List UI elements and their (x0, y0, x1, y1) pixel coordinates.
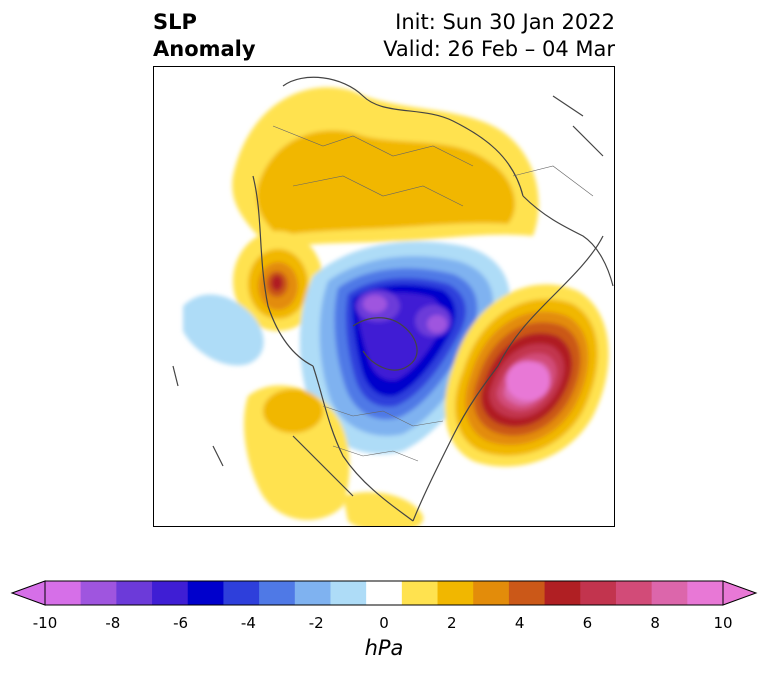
colorbar-segment (187, 581, 224, 605)
colorbar-tick-label: 8 (650, 614, 660, 632)
colorbar-tick-label: -2 (308, 614, 324, 632)
colorbar-extend-high (722, 580, 758, 606)
atlantic-low (183, 294, 264, 366)
colorbar-tick-label: -8 (105, 614, 121, 632)
colorbar-tick-label: -6 (173, 614, 189, 632)
borders (272, 125, 594, 462)
title-line1: SLP (153, 10, 197, 34)
arctic-canada-low (299, 241, 511, 455)
coastlines (172, 76, 614, 522)
title-line2: Anomaly (153, 37, 256, 61)
colorbar-segment (294, 581, 331, 605)
colorbar-tick-label: 6 (582, 614, 593, 632)
colorbar-frame (44, 580, 724, 606)
colorbar-segment (651, 581, 688, 605)
colorbar-tick-label: -10 (32, 614, 58, 632)
colorbar-segment (80, 581, 117, 605)
valid-dates: Valid: 26 Feb – 04 Mar (383, 37, 615, 61)
colorbar-tick-label: 0 (379, 614, 389, 632)
init-date: Init: Sun 30 Jan 2022 (395, 10, 615, 34)
colorbar-tick-label: 10 (713, 614, 733, 632)
colorbar-segment (330, 581, 367, 605)
north-pacific-high (444, 284, 609, 467)
colorbar-segment (223, 581, 260, 605)
colorbar-segment (687, 581, 724, 605)
colorbar-segment (116, 581, 153, 605)
colorbar-extend-low (10, 580, 46, 606)
colorbar-unit: hPa (364, 636, 404, 660)
colorbar-segment (152, 581, 189, 605)
colorbar-segment (580, 581, 617, 605)
colorbar (10, 580, 758, 606)
siberia-high (232, 87, 539, 251)
colorbar-tick-label: 2 (447, 614, 457, 632)
colorbar-segment (45, 581, 82, 605)
colorbar-segment (259, 581, 296, 605)
colorbar-segment (615, 581, 653, 605)
colorbar-segment (366, 581, 403, 605)
colorbar-segment (508, 581, 546, 605)
colorbar-tick-label: 4 (514, 614, 525, 632)
colorbar-segment (437, 581, 474, 605)
north-america-positive (243, 385, 424, 527)
anomaly-map (153, 66, 615, 527)
colorbar-segment (473, 581, 510, 605)
colorbar-segment (544, 581, 581, 605)
colorbar-tick-label: -4 (240, 614, 256, 632)
colorbar-segment (401, 581, 439, 605)
